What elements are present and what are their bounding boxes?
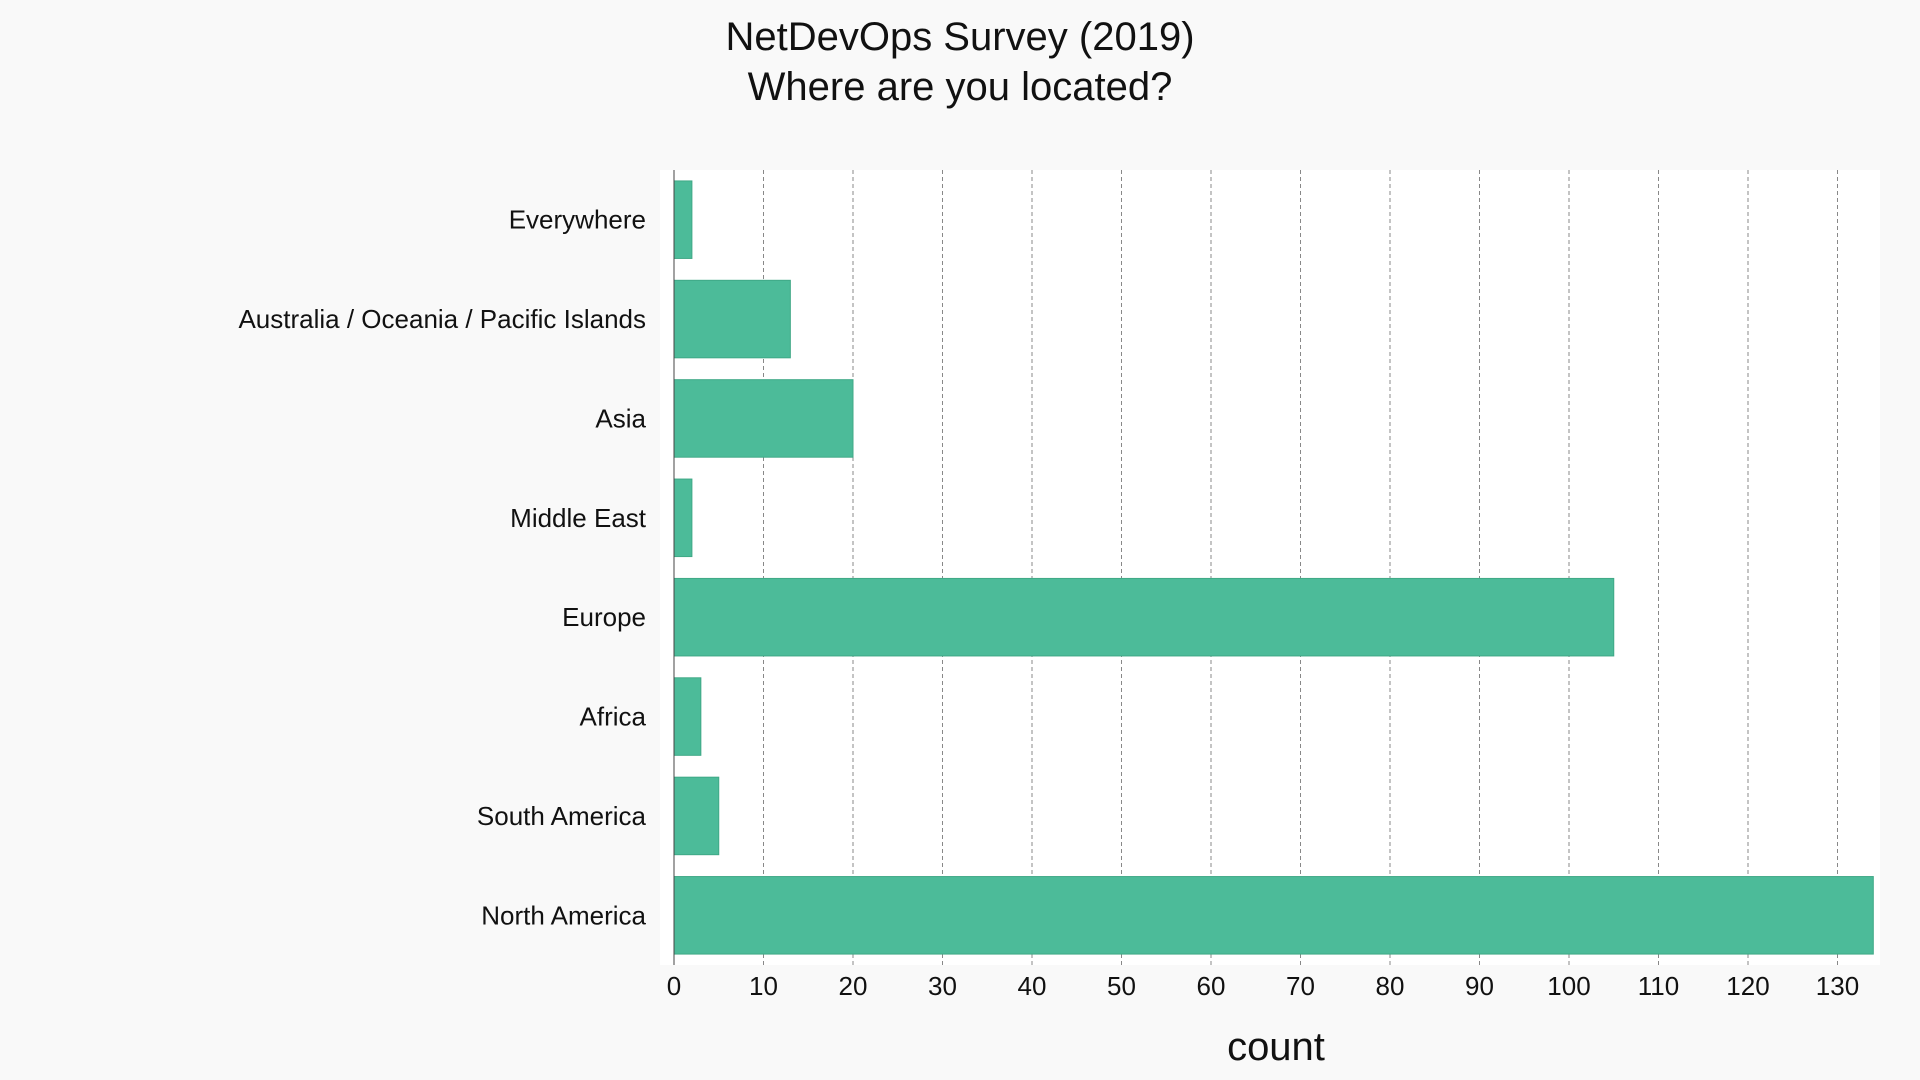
category-label: North America	[481, 900, 646, 930]
plot-area	[660, 170, 1880, 965]
x-axis-title: count	[1227, 1025, 1325, 1069]
x-tick-label: 30	[928, 971, 957, 1001]
x-tick-label: 100	[1547, 971, 1590, 1001]
x-tick-label: 90	[1465, 971, 1494, 1001]
bar-australia-oceania-pacific-islands	[673, 279, 791, 359]
chart-title: NetDevOps Survey (2019)	[725, 15, 1194, 59]
category-label: Europe	[562, 602, 646, 632]
bar-africa	[673, 677, 702, 756]
x-tick-label: 120	[1726, 971, 1769, 1001]
bar-europe	[673, 577, 1615, 657]
bars	[673, 180, 1874, 955]
category-label: Australia / Oceania / Pacific Islands	[238, 304, 646, 334]
x-tick-label: 40	[1018, 971, 1047, 1001]
x-tick-label: 80	[1376, 971, 1405, 1001]
x-tick-label: 130	[1816, 971, 1859, 1001]
chart-subtitle: Where are you located?	[748, 65, 1173, 109]
x-tick-label: 50	[1107, 971, 1136, 1001]
x-tick-label: 0	[667, 971, 681, 1001]
bar-everywhere	[673, 180, 693, 259]
category-label: Everywhere	[509, 205, 646, 235]
category-label: South America	[477, 801, 647, 831]
x-tick-label: 70	[1286, 971, 1315, 1001]
x-tick-label: 20	[839, 971, 868, 1001]
category-label: Middle East	[510, 503, 647, 533]
x-tick-label: 110	[1638, 971, 1679, 1001]
bar-south-america	[673, 776, 720, 856]
x-tick-label: 10	[749, 971, 778, 1001]
bar-north-america	[673, 876, 1874, 955]
bar-asia	[673, 379, 854, 458]
category-labels: North America South America Africa Europe Mi…	[238, 205, 646, 931]
category-label: Africa	[580, 702, 647, 732]
category-label: Asia	[595, 403, 646, 433]
x-tick-label: 60	[1197, 971, 1226, 1001]
bar-middle-east	[673, 478, 693, 558]
x-tick-labels: 0 10 20 30 40 50 60 70 80 90 100 110 120 130	[667, 971, 1859, 1001]
